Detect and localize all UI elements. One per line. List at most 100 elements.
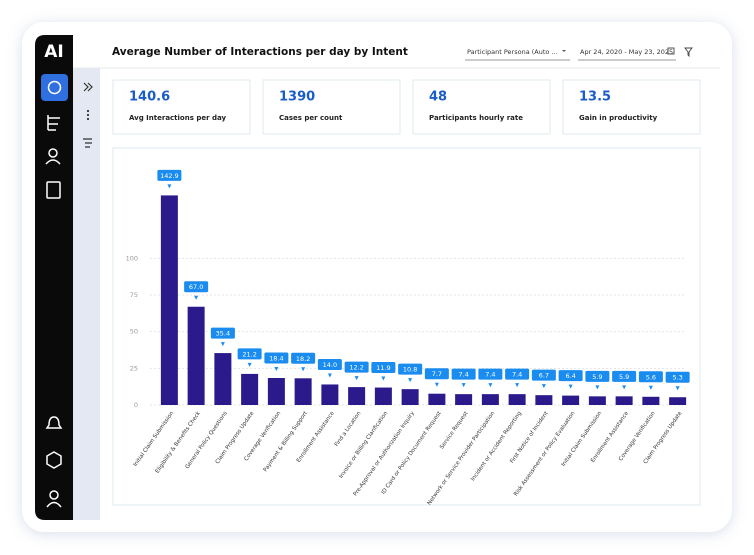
data-label-pointer (595, 385, 600, 390)
data-label-box (585, 370, 610, 382)
kpi-value: 48 (429, 90, 447, 105)
bar (562, 395, 580, 405)
data-label-pointer (408, 378, 413, 383)
nav-flows[interactable] (47, 115, 60, 131)
data-label-box (638, 371, 663, 383)
filter-icon[interactable] (684, 47, 693, 58)
data-label-pointer (274, 367, 279, 372)
dropdown-caret (562, 50, 566, 52)
kpi-value: 140.6 (129, 90, 170, 105)
data-label: 5.9 (619, 373, 629, 381)
data-label-box (451, 368, 476, 380)
data-label-box (237, 348, 262, 360)
data-label: 14.0 (323, 361, 337, 369)
data-label-pointer (515, 383, 520, 388)
data-label-pointer (461, 383, 466, 388)
data-label-pointer (488, 383, 493, 388)
data-label-pointer (220, 342, 225, 347)
bar (508, 394, 526, 405)
more-button[interactable] (86, 109, 90, 121)
kpi-label: Gain in productivity (579, 114, 658, 122)
nav-bell[interactable] (45, 416, 63, 429)
bar (535, 395, 553, 405)
data-label: 7.4 (512, 371, 522, 379)
data-label-box (317, 358, 342, 370)
kpi-card (262, 79, 401, 135)
nav-home[interactable] (41, 74, 68, 101)
bar (187, 306, 205, 405)
kpi-card (412, 79, 551, 135)
data-label-box (371, 362, 396, 374)
data-label-pointer (354, 376, 359, 381)
data-label: 21.2 (242, 350, 256, 358)
y-tick-label: 0 (134, 401, 138, 409)
data-label: 7.4 (458, 371, 468, 379)
data-label: 7.7 (432, 370, 442, 378)
data-label-pointer (648, 385, 653, 390)
bar (428, 393, 446, 405)
data-label: 35.4 (216, 330, 230, 338)
y-tick-label: 25 (130, 364, 138, 372)
nav-settings[interactable] (46, 451, 62, 469)
data-label: 12.2 (349, 364, 363, 372)
data-label-pointer (622, 385, 627, 390)
bar (321, 384, 339, 405)
y-tick-label: 75 (130, 291, 138, 299)
date-range[interactable]: Apr 24, 2020 - May 23, 2025 (580, 48, 673, 56)
data-label-box (424, 368, 449, 380)
data-label-box (665, 371, 690, 383)
expand-button[interactable] (83, 82, 93, 92)
data-label-box (210, 327, 235, 339)
bar (615, 396, 633, 405)
kpi-card (112, 79, 251, 135)
data-label-pointer (568, 384, 573, 389)
data-label: 67.0 (189, 283, 203, 291)
page-title: Average Number of Interactions per day b… (112, 46, 408, 58)
calendar-icon (667, 47, 675, 55)
data-label-pointer (381, 376, 386, 381)
data-label-pointer (301, 367, 306, 372)
kpi-card (562, 79, 701, 135)
data-label-box (612, 370, 637, 382)
kpi-label: Cases per count (279, 114, 343, 122)
bar (642, 396, 660, 405)
data-label-pointer (194, 295, 199, 300)
data-label: 142.9 (160, 172, 179, 180)
y-tick-label: 100 (126, 254, 138, 262)
data-label-box (184, 281, 209, 293)
nav-profile-body (46, 501, 62, 508)
nav-profile[interactable] (49, 490, 59, 500)
bar (294, 378, 312, 405)
data-label: 5.3 (672, 374, 682, 382)
data-label: 6.7 (539, 372, 549, 380)
data-label-box (157, 169, 182, 181)
bar (669, 397, 687, 405)
data-label-box (264, 352, 289, 364)
persona-dropdown[interactable]: Participant Persona (Auto ... (467, 48, 558, 56)
nav-users[interactable] (48, 148, 58, 158)
data-label: 10.8 (403, 366, 417, 374)
data-label: 7.4 (485, 371, 495, 379)
bar (160, 195, 178, 405)
data-label: 5.6 (646, 373, 656, 381)
data-label-pointer (247, 362, 252, 367)
subpanel (73, 68, 100, 520)
data-label-box (398, 363, 423, 375)
data-label-box (478, 368, 503, 380)
logo: AI (44, 42, 63, 62)
data-label: 18.2 (296, 355, 310, 363)
data-label-box (558, 370, 583, 382)
bar (588, 396, 606, 405)
filter-list-button[interactable] (83, 138, 92, 148)
data-label-box (531, 369, 556, 381)
nav-reports[interactable] (46, 181, 61, 199)
bar (481, 394, 499, 405)
sidebar (35, 35, 73, 520)
data-label: 5.9 (592, 373, 602, 381)
nav-users-body (45, 159, 61, 165)
data-label: 6.4 (565, 372, 575, 380)
bar (374, 387, 392, 405)
data-label-pointer (675, 386, 680, 391)
kpi-label: Avg Interactions per day (129, 114, 226, 122)
